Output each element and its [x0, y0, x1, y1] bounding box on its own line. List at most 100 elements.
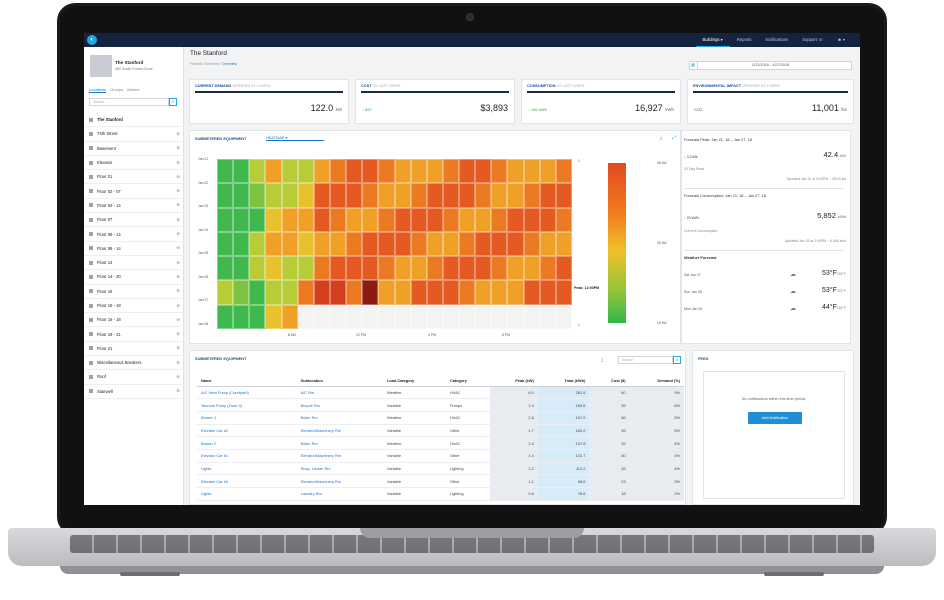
heatmap-cell[interactable]	[491, 183, 508, 208]
table-search-input[interactable]: Search	[618, 356, 673, 364]
heatmap-cell[interactable]	[362, 159, 379, 184]
nav-notifications[interactable]: Notifications	[765, 37, 789, 42]
search-icon[interactable]: ⌕	[169, 98, 177, 106]
table-cell[interactable]: Laundry Rm	[296, 487, 384, 501]
app-logo-icon[interactable]: ◐	[87, 35, 97, 45]
location-root[interactable]: The Stanford	[84, 113, 184, 128]
heatmap-cell[interactable]	[297, 256, 314, 281]
heatmap-cell[interactable]	[539, 280, 556, 305]
heatmap-cell[interactable]	[523, 207, 540, 232]
heatmap-cell[interactable]	[329, 256, 347, 281]
heatmap-cell[interactable]	[394, 207, 411, 232]
heatmap-cell[interactable]	[217, 159, 234, 184]
heatmap-cell[interactable]	[426, 231, 443, 257]
heatmap-cell[interactable]	[475, 280, 492, 305]
chart-type-select[interactable]: HEATMAP ▾	[266, 135, 324, 141]
heatmap-cell[interactable]	[265, 256, 282, 281]
heatmap-cell[interactable]	[475, 207, 492, 232]
heatmap-cell[interactable]	[507, 256, 524, 281]
location-item[interactable]: Floor 08 - 14 ⊕	[84, 227, 184, 242]
table-cell[interactable]: Elevator Car #1	[197, 449, 297, 463]
heatmap-cell[interactable]	[329, 231, 347, 257]
table-row[interactable]: Lights Shop, Locker Rm Variable Lighting 1.2…	[197, 462, 684, 476]
heatmap-cell[interactable]	[475, 183, 492, 208]
heatmap-cell[interactable]	[297, 304, 314, 329]
heatmap-cell[interactable]	[507, 159, 524, 184]
location-item[interactable]: Stairwell ⊕	[84, 385, 184, 399]
location-item[interactable]: Elevator ⊕	[84, 156, 184, 171]
table-row[interactable]: Vacuum Pump (Zone 3) Bicycle Rm Variable Pu…	[197, 398, 684, 412]
heatmap-cell[interactable]	[507, 183, 524, 208]
heatmap-cell[interactable]	[507, 304, 524, 329]
heatmap-cell[interactable]	[217, 207, 234, 232]
location-item[interactable]: Floor 14 ⊕	[84, 256, 184, 271]
heatmap-cell[interactable]	[362, 256, 379, 281]
heatmap-cell[interactable]	[281, 183, 298, 208]
heatmap-cell[interactable]	[362, 280, 379, 305]
column-header[interactable]: Peak (kW)	[490, 376, 538, 387]
heatmap-cell[interactable]	[459, 207, 476, 232]
heatmap-cell[interactable]	[426, 207, 443, 232]
heatmap-cell[interactable]	[459, 280, 476, 305]
heatmap-cell[interactable]	[459, 304, 476, 329]
heatmap-cell[interactable]	[410, 207, 427, 232]
add-icon[interactable]: ⊕	[176, 288, 180, 294]
tab-locations[interactable]: Locations	[89, 87, 107, 93]
heatmap-cell[interactable]	[362, 183, 379, 208]
heatmap-cell[interactable]	[265, 207, 282, 232]
heatmap-cell[interactable]	[426, 304, 443, 329]
table-cell[interactable]: A/C Heat Pump (Courtyard)	[197, 386, 297, 400]
heatmap-cell[interactable]	[539, 183, 556, 208]
crumb-portfolio[interactable]: Portfolio Overview	[190, 62, 220, 66]
heatmap-cell[interactable]	[378, 159, 395, 184]
heatmap-cell[interactable]	[442, 231, 460, 257]
location-item[interactable]: 74th Street ⊕	[84, 127, 184, 142]
heatmap-cell[interactable]	[249, 231, 266, 257]
heatmap-cell[interactable]	[539, 304, 556, 329]
heatmap-cell[interactable]	[394, 183, 411, 208]
heatmap-cell[interactable]	[329, 159, 347, 184]
table-cell[interactable]: A/C Rm	[296, 386, 384, 400]
table-row[interactable]: Blower 2 Boiler Rm Weather HVAC 2.4 137.8 32 4%	[197, 436, 684, 450]
location-item[interactable]: Floor 01 ⊕	[84, 170, 184, 185]
heatmap-cell[interactable]	[459, 159, 476, 184]
heatmap-cell[interactable]	[410, 159, 427, 184]
heatmap-cell[interactable]	[313, 207, 330, 232]
heatmap-cell[interactable]	[346, 207, 363, 232]
nav-support[interactable]: Support ☏	[802, 37, 824, 42]
heatmap-cell[interactable]	[249, 207, 266, 232]
heatmap-cell[interactable]	[426, 183, 443, 208]
heatmap-cell[interactable]	[523, 183, 540, 208]
heatmap-cell[interactable]	[491, 256, 508, 281]
heatmap-cell[interactable]	[265, 183, 282, 208]
heatmap-cell[interactable]	[233, 280, 250, 305]
heatmap-cell[interactable]	[346, 256, 363, 281]
expand-icon[interactable]: ⤢	[672, 135, 677, 141]
table-cell[interactable]: Blower 2	[197, 436, 297, 450]
heatmap-cell[interactable]	[555, 280, 572, 305]
table-cell[interactable]: Elevator Car #3	[197, 474, 297, 488]
table-cell[interactable]: Elevator/Machinery Rm	[296, 474, 384, 488]
heatmap-cell[interactable]	[233, 159, 250, 184]
add-icon[interactable]: ⊕	[176, 159, 180, 165]
location-item[interactable]: Floor 21 ⊕	[84, 342, 184, 357]
heatmap-cell[interactable]	[362, 207, 379, 232]
location-item[interactable]: Roof ⊕	[84, 370, 184, 385]
heatmap-cell[interactable]	[523, 304, 540, 329]
location-item[interactable]: Floor 15 - 18 ⊕	[84, 299, 184, 314]
heatmap-cell[interactable]	[426, 256, 443, 281]
heatmap-cell[interactable]	[475, 159, 492, 184]
column-header[interactable]: Total (kWh)	[537, 376, 590, 387]
heatmap-cell[interactable]	[523, 231, 540, 257]
heatmap-cell[interactable]	[313, 280, 330, 305]
column-header[interactable]: Demand (%)	[629, 376, 684, 387]
calendar-icon[interactable]: ▦	[689, 61, 698, 70]
heatmap-cell[interactable]	[555, 207, 572, 232]
heatmap-cell[interactable]	[329, 183, 347, 208]
heatmap-cell[interactable]	[523, 159, 540, 184]
table-row[interactable]: Elevator Car #2 Elevator/Machinery Rm Vari…	[197, 424, 684, 438]
heatmap-cell[interactable]	[539, 256, 556, 281]
heatmap-cell[interactable]	[539, 231, 556, 257]
heatmap-cell[interactable]	[346, 231, 363, 257]
heatmap-cell[interactable]	[281, 280, 298, 305]
